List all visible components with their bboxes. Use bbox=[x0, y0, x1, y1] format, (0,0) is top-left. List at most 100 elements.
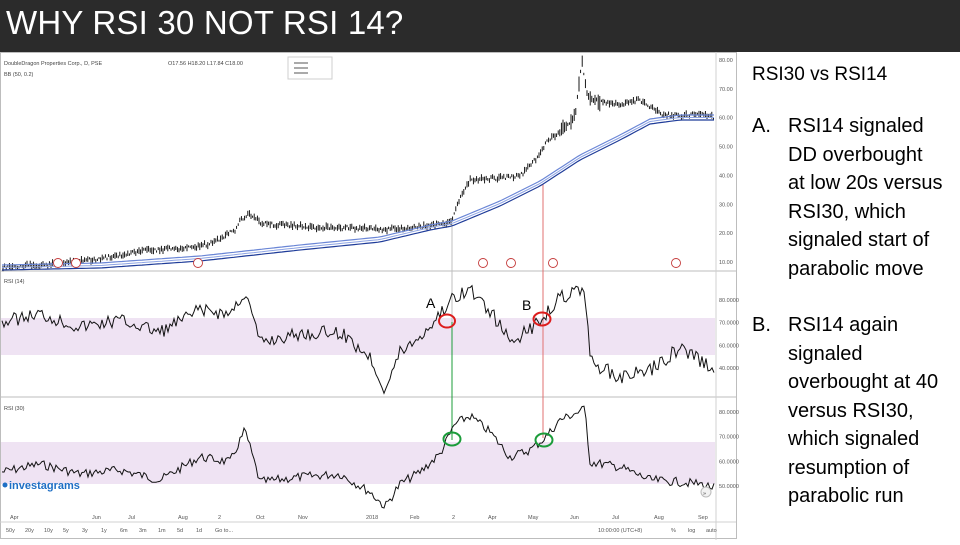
axis-tick-label: 20.00 bbox=[719, 231, 733, 237]
time-tick-label: Jul bbox=[612, 515, 619, 521]
footer-control[interactable]: log bbox=[688, 528, 695, 534]
event-marker-icon[interactable] bbox=[671, 258, 681, 268]
symbol-label: DoubleDragon Properties Corp., D, PSE bbox=[4, 61, 102, 67]
footer-right: 10:00:00 (UTC+8)% log auto bbox=[598, 528, 717, 534]
axis-tick-label: 70.0000 bbox=[719, 435, 739, 441]
scroll-right-icon: » bbox=[703, 491, 706, 497]
event-marker-icon[interactable] bbox=[548, 258, 558, 268]
item-b-line: resumption of bbox=[788, 456, 910, 479]
axis-tick-label: 80.00 bbox=[719, 58, 733, 64]
signal-a-rsi14-oval bbox=[438, 313, 456, 329]
rsi14-pane-label: RSI (14) bbox=[4, 279, 25, 285]
explanation-panel: RSI30 vs RSI14 A. RSI14 signaled DD over… bbox=[752, 60, 958, 511]
chart-screenshot: DoubleDragon Properties Corp., D, PSE O1… bbox=[0, 52, 746, 540]
axis-tick-label: 60.0000 bbox=[719, 459, 739, 465]
investagrams-watermark: investagrams bbox=[9, 480, 80, 492]
event-marker-icon[interactable] bbox=[193, 258, 203, 268]
moving-average-slow bbox=[1, 119, 714, 271]
time-tick-label: Aug bbox=[654, 515, 664, 521]
item-a-label: A. bbox=[752, 115, 771, 137]
item-a-line: RSI30, which bbox=[788, 200, 906, 223]
ma-legend: BB (50, 0.2) bbox=[4, 72, 34, 78]
item-b-line: signaled bbox=[788, 342, 863, 365]
axis-tick-label: 50.00 bbox=[719, 145, 733, 151]
time-tick-label: Aug bbox=[178, 515, 188, 521]
period-button[interactable]: 5y bbox=[63, 528, 69, 534]
period-button[interactable]: 3y bbox=[82, 528, 88, 534]
axis-tick-label: 40.00 bbox=[719, 173, 733, 179]
item-b-line: versus RSI30, bbox=[788, 399, 914, 422]
axis-tick-label: 60.0000 bbox=[719, 343, 739, 349]
rsi14-overbought-band bbox=[1, 318, 715, 355]
title-bar: WHY RSI 30 NOT RSI 14? bbox=[0, 0, 960, 52]
period-buttons[interactable]: 50y 20y 10y 5y 3y 1y 6m 3m 1m 5d 1d Go to... bbox=[6, 528, 234, 534]
item-a-line: RSI14 signaled bbox=[788, 115, 924, 137]
scroll-right-button[interactable] bbox=[700, 486, 712, 498]
item-b-line: parabolic run bbox=[788, 485, 904, 507]
period-button[interactable]: 10y bbox=[44, 528, 53, 534]
item-b-line: RSI14 again bbox=[788, 314, 899, 336]
axis-tick-label: 40.0000 bbox=[719, 366, 739, 372]
explanation-item-a: A. RSI14 signaled DD overbought at low 2… bbox=[752, 112, 958, 283]
period-button[interactable]: Go to... bbox=[215, 528, 234, 534]
period-button[interactable]: 5d bbox=[177, 528, 183, 534]
time-tick-label: Feb bbox=[410, 515, 419, 521]
time-tick-label: May bbox=[528, 515, 539, 521]
time-tick-label: Oct bbox=[256, 515, 265, 521]
axis-tick-label: 80.0000 bbox=[719, 298, 739, 304]
axis-tick-label: 10.00 bbox=[719, 260, 733, 266]
footer-control[interactable]: 10:00:00 (UTC+8) bbox=[598, 528, 642, 534]
event-markers bbox=[53, 258, 681, 268]
item-a-line: signaled start of bbox=[788, 229, 930, 251]
footer-control[interactable]: % bbox=[671, 528, 676, 534]
item-a-line: DD overbought bbox=[788, 143, 923, 166]
event-marker-icon[interactable] bbox=[478, 258, 488, 268]
time-tick-label: Sep bbox=[698, 515, 708, 521]
period-button[interactable]: 50y bbox=[6, 528, 15, 534]
explanation-heading: RSI30 vs RSI14 bbox=[752, 64, 888, 85]
chart-canvas: DoubleDragon Properties Corp., D, PSE O1… bbox=[0, 52, 739, 540]
price-axis: 80.00 70.00 60.00 50.00 40.00 30.00 20.00 10.00 bbox=[719, 58, 733, 266]
time-tick-label: Jun bbox=[570, 515, 579, 521]
period-button[interactable]: 3m bbox=[139, 528, 147, 534]
signal-b-rsi14-oval bbox=[532, 311, 552, 327]
rsi30-pane-label: RSI (30) bbox=[4, 406, 25, 412]
slide-title: WHY RSI 30 NOT RSI 14? bbox=[6, 4, 404, 41]
period-button[interactable]: 1m bbox=[158, 528, 166, 534]
watermark-dot bbox=[2, 482, 8, 488]
rsi30-line bbox=[1, 405, 715, 509]
time-tick-label: Jul bbox=[128, 515, 135, 521]
item-b-line: which signaled bbox=[788, 428, 920, 450]
axis-tick-label: 30.00 bbox=[719, 202, 733, 208]
axis-tick-label: 50.0000 bbox=[719, 484, 739, 490]
rsi14-line bbox=[1, 284, 715, 395]
time-tick-label: Jun bbox=[92, 515, 101, 521]
axis-tick-label: 80.0000 bbox=[719, 410, 739, 416]
moving-average-mid bbox=[1, 117, 714, 268]
item-b-label: B. bbox=[752, 314, 771, 336]
period-button[interactable]: 1d bbox=[196, 528, 202, 534]
moving-average-fast bbox=[1, 114, 714, 266]
explanation-item-b: B. RSI14 again signaled overbought at 40… bbox=[752, 311, 958, 511]
event-marker-icon[interactable] bbox=[71, 258, 81, 268]
time-tick-label: 2018 bbox=[366, 515, 378, 521]
ohlc-values: O17.56 H18.20 L17.84 C18.00 bbox=[168, 61, 243, 67]
axis-tick-label: 70.00 bbox=[719, 87, 733, 93]
period-button[interactable]: 1y bbox=[101, 528, 107, 534]
event-marker-icon[interactable] bbox=[53, 258, 63, 268]
event-marker-icon[interactable] bbox=[506, 258, 516, 268]
time-tick-label: Apr bbox=[488, 515, 497, 521]
time-tick-label: Apr bbox=[10, 515, 19, 521]
item-b-line: overbought at 40 bbox=[788, 371, 939, 393]
time-axis: Apr Jun Jul Aug 2 Oct Nov 2018 Feb 2 Apr May Jun Jul A… bbox=[10, 515, 708, 521]
item-a-line: parabolic move bbox=[788, 257, 924, 280]
period-button[interactable]: 20y bbox=[25, 528, 34, 534]
rsi30-axis: 80.0000 70.0000 60.0000 50.0000 bbox=[719, 410, 739, 490]
footer-control[interactable]: auto bbox=[706, 528, 717, 534]
period-button[interactable]: 6m bbox=[120, 528, 128, 534]
axis-tick-label: 70.0000 bbox=[719, 321, 739, 327]
axis-tick-label: 60.00 bbox=[719, 116, 733, 122]
signal-b-rsi30-oval bbox=[534, 432, 554, 448]
rsi30-overbought-band bbox=[1, 442, 715, 484]
time-tick-label: Nov bbox=[298, 515, 308, 521]
